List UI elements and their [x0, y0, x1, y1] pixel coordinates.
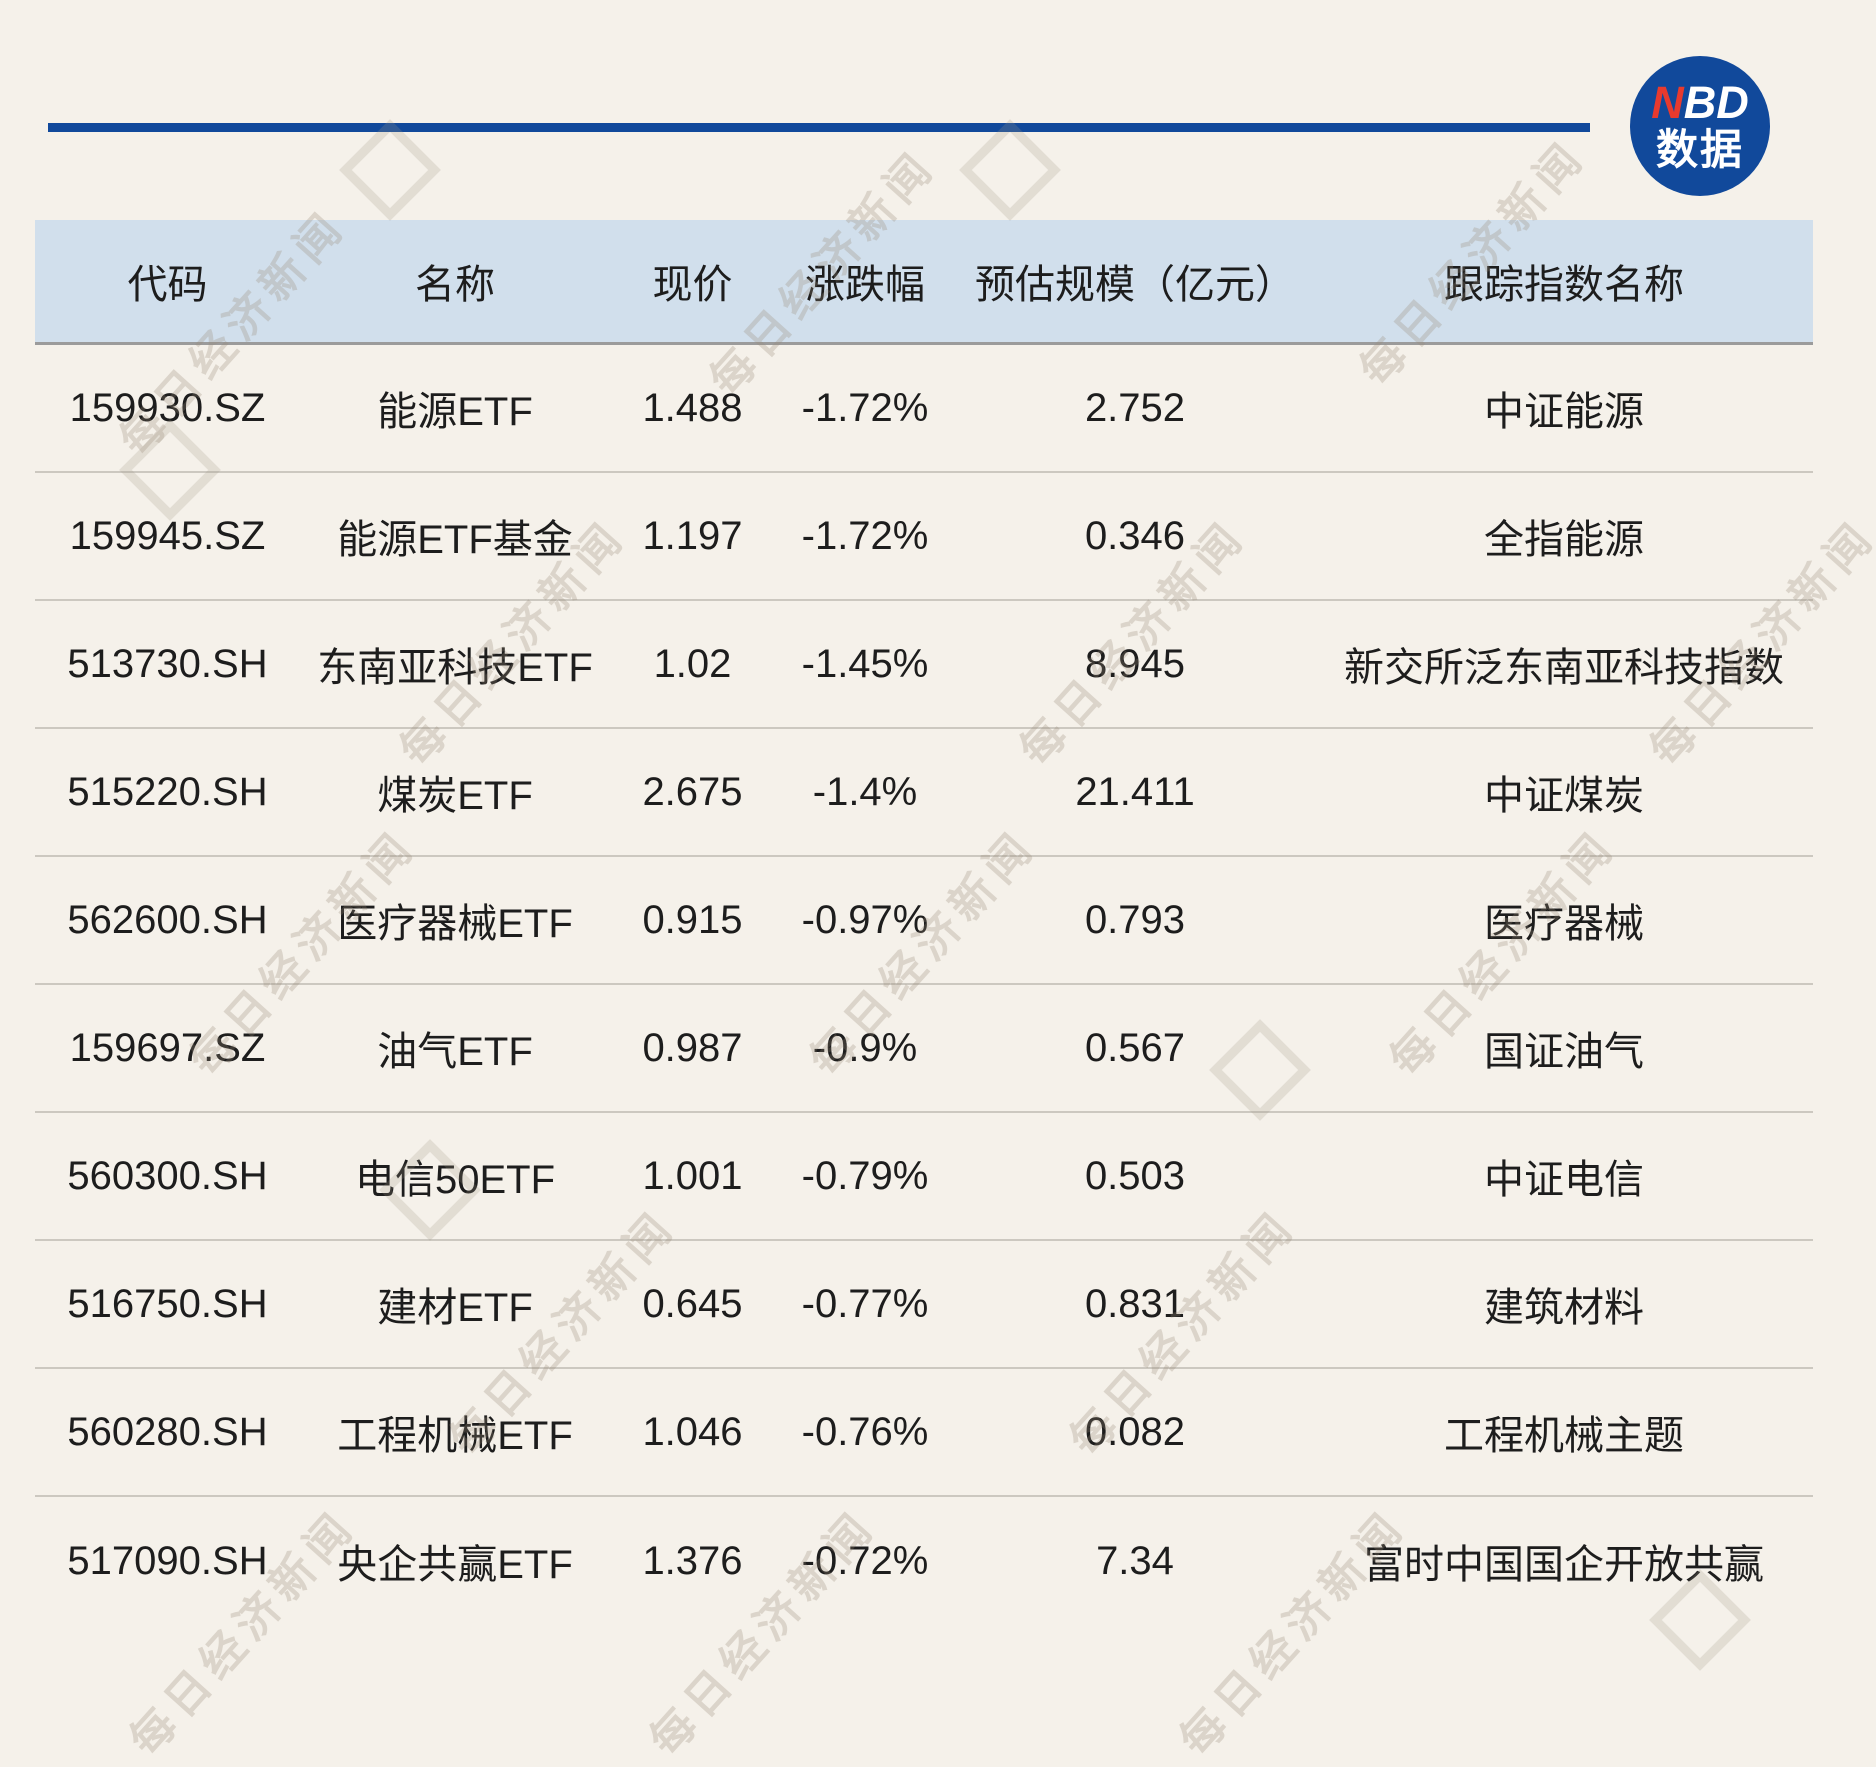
table-row: 562600.SH 医疗器械ETF 0.915 -0.97% 0.793 医疗器…	[35, 857, 1813, 985]
cell-name: 电信50ETF	[354, 1158, 556, 1202]
cell-code: 560300.SH	[67, 1153, 268, 1198]
cell-price: 2.675	[642, 769, 743, 814]
cell-index: 中证电信	[1484, 1158, 1644, 1202]
cell-scale: 0.346	[1084, 513, 1186, 558]
table-row: 516750.SH 建材ETF 0.645 -0.77% 0.831 建筑材料	[35, 1241, 1813, 1369]
cell-change: -0.9%	[812, 1025, 918, 1070]
cell-scale: 0.793	[1084, 897, 1186, 942]
cell-name: 煤炭ETF	[377, 774, 533, 818]
table-row: 513730.SH 东南亚科技ETF 1.02 -1.45% 8.945 新交所…	[35, 601, 1813, 729]
cell-change: -0.79%	[801, 1153, 929, 1198]
cell-name: 工程机械ETF	[337, 1414, 573, 1458]
cell-name: 央企共赢ETF	[337, 1543, 573, 1587]
cell-change: -0.72%	[801, 1538, 929, 1583]
cell-change: -0.97%	[801, 897, 929, 942]
cell-scale: 0.567	[1084, 1025, 1186, 1070]
cell-scale: 0.831	[1084, 1281, 1186, 1326]
table-header-cell-price: 现价	[652, 263, 733, 307]
cell-index: 建筑材料	[1484, 1286, 1644, 1330]
cell-index: 新交所泛东南亚科技指数	[1344, 646, 1784, 690]
cell-name: 东南亚科技ETF	[317, 646, 593, 690]
table-row: 560300.SH 电信50ETF 1.001 -0.79% 0.503 中证电…	[35, 1113, 1813, 1241]
cell-index: 国证油气	[1484, 1030, 1644, 1074]
table-header-row: 代码 名称 现价 涨跌幅 预估规模（亿元） 跟踪指数名称	[35, 220, 1813, 345]
cell-code: 560280.SH	[67, 1409, 268, 1454]
cell-code: 516750.SH	[67, 1281, 268, 1326]
nbd-logo-cn-label: 数据	[1655, 125, 1744, 173]
cell-code: 562600.SH	[67, 897, 268, 942]
table-row: 159945.SZ 能源ETF基金 1.197 -1.72% 0.346 全指能…	[35, 473, 1813, 601]
cell-price: 1.046	[642, 1409, 743, 1454]
cell-change: -0.77%	[801, 1281, 929, 1326]
cell-scale: 8.945	[1084, 641, 1186, 686]
cell-price: 0.915	[642, 897, 743, 942]
cell-price: 0.987	[642, 1025, 743, 1070]
watermark-diamond-icon	[339, 119, 441, 221]
cell-name: 能源ETF	[377, 390, 533, 434]
cell-index: 工程机械主题	[1444, 1414, 1684, 1458]
cell-change: -1.72%	[801, 385, 929, 430]
table-header-cell-index: 跟踪指数名称	[1444, 263, 1684, 307]
cell-change: -1.72%	[801, 513, 929, 558]
table-header-cell-scale: 预估规模（亿元）	[975, 263, 1295, 307]
cell-scale: 0.082	[1084, 1409, 1186, 1454]
cell-price: 1.197	[642, 513, 743, 558]
cell-name: 建材ETF	[377, 1286, 533, 1330]
cell-code: 515220.SH	[67, 769, 268, 814]
nbd-logo-letter-n: N	[1651, 77, 1684, 129]
nbd-logo-letters-bd: BD	[1683, 77, 1749, 129]
cell-scale: 7.34	[1096, 1538, 1174, 1583]
table-header-cell-name: 名称	[415, 263, 495, 307]
nbd-logo-text: NBD	[1651, 79, 1749, 126]
table-row: 560280.SH 工程机械ETF 1.046 -0.76% 0.082 工程机…	[35, 1369, 1813, 1497]
table-header-cell-code: 代码	[127, 263, 208, 307]
cell-price: 1.488	[642, 385, 743, 430]
cell-index: 全指能源	[1484, 518, 1644, 562]
cell-name: 油气ETF	[377, 1030, 533, 1074]
cell-price: 1.001	[642, 1153, 743, 1198]
cell-index: 中证能源	[1484, 390, 1644, 434]
cell-index: 中证煤炭	[1484, 774, 1644, 818]
top-divider-line	[48, 123, 1590, 132]
cell-name: 医疗器械ETF	[337, 902, 573, 946]
table-row: 159930.SZ 能源ETF 1.488 -1.72% 2.752 中证能源	[35, 345, 1813, 473]
cell-code: 513730.SH	[67, 641, 268, 686]
cell-change: -1.45%	[801, 641, 929, 686]
cell-index: 医疗器械	[1484, 902, 1644, 946]
cell-name: 能源ETF基金	[337, 518, 573, 562]
cell-code: 159697.SZ	[69, 1025, 266, 1070]
table-header-cell-change: 涨跌幅	[805, 263, 925, 307]
cell-price: 1.376	[642, 1538, 743, 1583]
cell-scale: 21.411	[1075, 769, 1195, 814]
cell-scale: 0.503	[1084, 1153, 1186, 1198]
watermark-diamond-icon	[959, 119, 1061, 221]
cell-index: 富时中国国企开放共赢	[1364, 1543, 1764, 1587]
cell-scale: 2.752	[1084, 385, 1186, 430]
table-row: 517090.SH 央企共赢ETF 1.376 -0.72% 7.34 富时中国…	[35, 1497, 1813, 1625]
cell-code: 159945.SZ	[69, 513, 266, 558]
cell-code: 159930.SZ	[69, 385, 266, 430]
table-row: 159697.SZ 油气ETF 0.987 -0.9% 0.567 国证油气	[35, 985, 1813, 1113]
cell-change: -1.4%	[812, 769, 918, 814]
table-row: 515220.SH 煤炭ETF 2.675 -1.4% 21.411 中证煤炭	[35, 729, 1813, 857]
cell-price: 1.02	[653, 641, 732, 686]
cell-price: 0.645	[642, 1281, 743, 1326]
cell-code: 517090.SH	[67, 1538, 268, 1583]
etf-table: 代码 名称 现价 涨跌幅 预估规模（亿元） 跟踪指数名称 159930.SZ 能…	[35, 220, 1813, 1625]
nbd-logo: NBD 数据	[1630, 56, 1770, 196]
cell-change: -0.76%	[801, 1409, 929, 1454]
